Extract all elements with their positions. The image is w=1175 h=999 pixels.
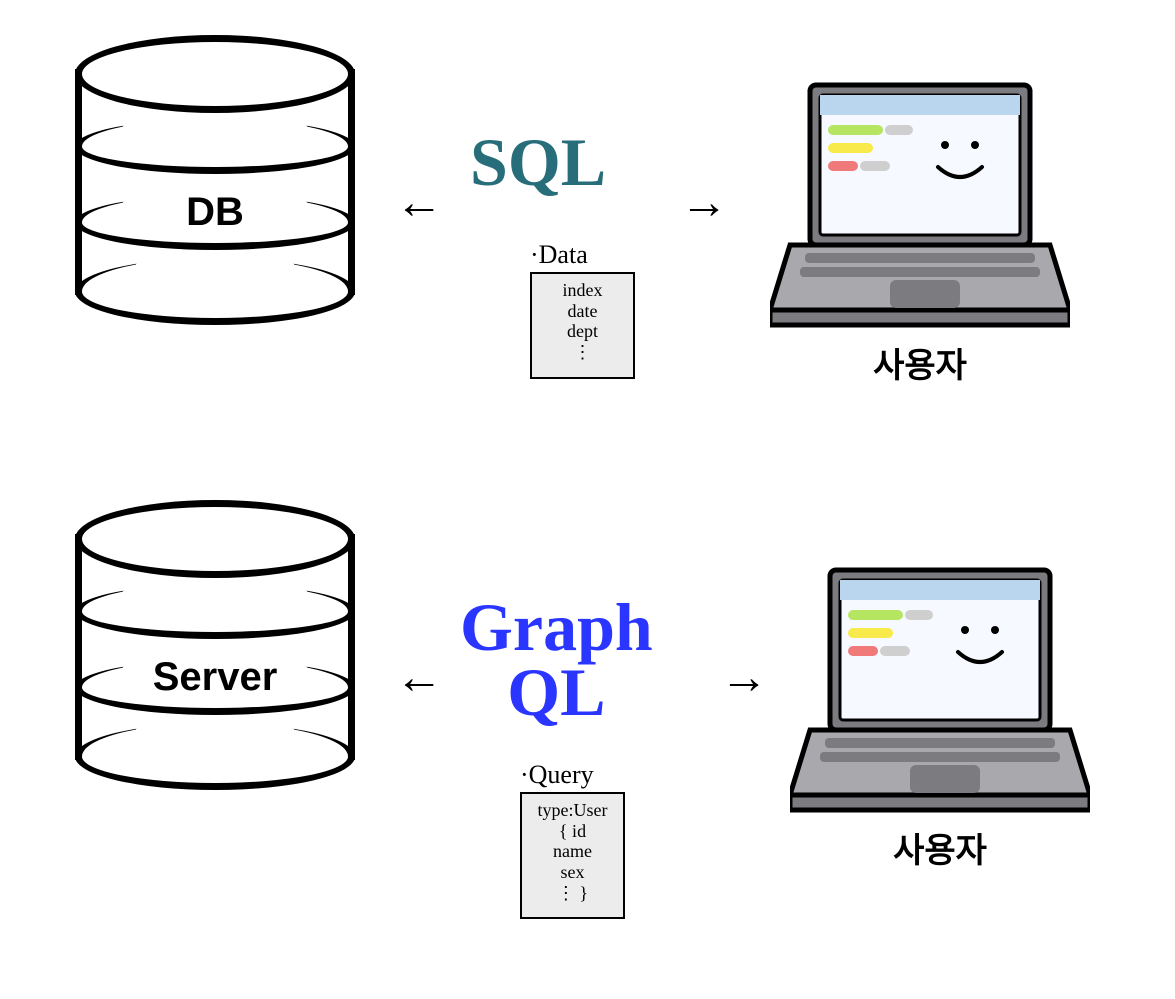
cylinder-label: DB bbox=[186, 190, 244, 235]
protocol-title: GraphQL bbox=[460, 595, 653, 724]
schema-note: ·Dataindexdatedept⋮ bbox=[530, 240, 635, 379]
arrow-right-icon: → bbox=[720, 650, 768, 705]
note-line: index bbox=[538, 280, 627, 301]
arrow-right-icon: → bbox=[680, 175, 728, 230]
protocol-title: SQL bbox=[470, 130, 606, 195]
laptop-icon: 사용자 bbox=[770, 75, 1070, 335]
note-title: ·Query bbox=[520, 760, 625, 790]
arrow-left-icon: ← bbox=[395, 650, 443, 705]
database-cylinder: Server bbox=[75, 500, 355, 790]
note-line: ⋮ } bbox=[528, 883, 617, 904]
note-box: indexdatedept⋮ bbox=[530, 272, 635, 379]
note-box: type:User{ idnamesex⋮ } bbox=[520, 792, 625, 919]
laptop-icon: 사용자 bbox=[790, 560, 1090, 820]
schema-note: ·Querytype:User{ idnamesex⋮ } bbox=[520, 760, 625, 919]
note-line: dept bbox=[538, 321, 627, 342]
laptop-label: 사용자 bbox=[893, 823, 987, 872]
laptop-label: 사용자 bbox=[873, 338, 967, 387]
note-line: { id bbox=[528, 821, 617, 842]
note-line: type:User bbox=[528, 800, 617, 821]
note-line: name bbox=[528, 841, 617, 862]
database-cylinder: DB bbox=[75, 35, 355, 325]
cylinder-label: Server bbox=[153, 655, 278, 700]
note-line: ⋮ bbox=[538, 342, 627, 363]
arrow-left-icon: ← bbox=[395, 175, 443, 230]
note-line: sex bbox=[528, 862, 617, 883]
note-line: date bbox=[538, 301, 627, 322]
note-title: ·Data bbox=[530, 240, 635, 270]
